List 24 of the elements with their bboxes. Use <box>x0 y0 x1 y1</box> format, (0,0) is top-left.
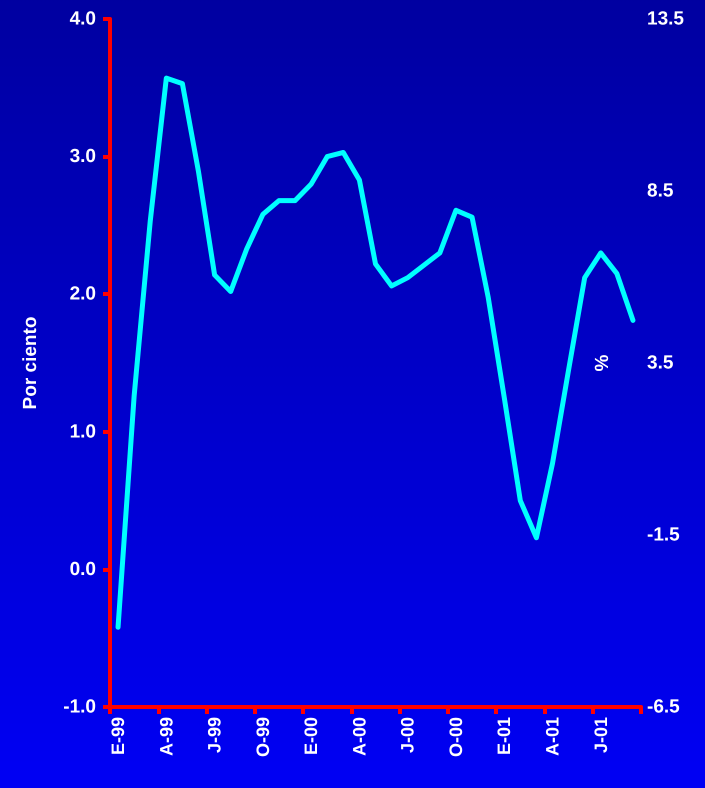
y-tick-label: 2.0 <box>70 284 96 305</box>
y-tick-label: 4.0 <box>70 8 96 30</box>
x-tick-label: E-01 <box>494 717 514 756</box>
x-tick-label: A-00 <box>349 717 370 756</box>
x-tick-label: J-01 <box>590 717 611 754</box>
y-axis-title: Por ciento <box>20 316 41 410</box>
x-tick-label: J-99 <box>204 717 225 754</box>
y2-tick-label: -1.5 <box>647 524 680 546</box>
y2-tick-label: 13.5 <box>647 8 684 30</box>
y-tick-label: 0.0 <box>70 558 96 580</box>
y2-tick-label: 3.5 <box>647 352 674 374</box>
x-tick-label: E-00 <box>301 717 322 756</box>
x-tick-label: A-99 <box>156 717 176 756</box>
x-tick-label: O-99 <box>252 717 273 758</box>
x-tick-label: J-00 <box>398 717 418 754</box>
y-tick-label: 1.0 <box>70 421 96 442</box>
x-tick-label: O-00 <box>446 717 466 758</box>
y2-tick-label: -6.5 <box>647 696 680 718</box>
x-tick-label: A-01 <box>542 717 562 756</box>
y2-tick-label: 8.5 <box>647 180 674 202</box>
x-tick-label: E-99 <box>108 717 128 756</box>
y-tick-label: -1.0 <box>63 696 96 718</box>
y-tick-label: 3.0 <box>70 146 96 168</box>
y2-axis-title: % <box>592 354 613 372</box>
